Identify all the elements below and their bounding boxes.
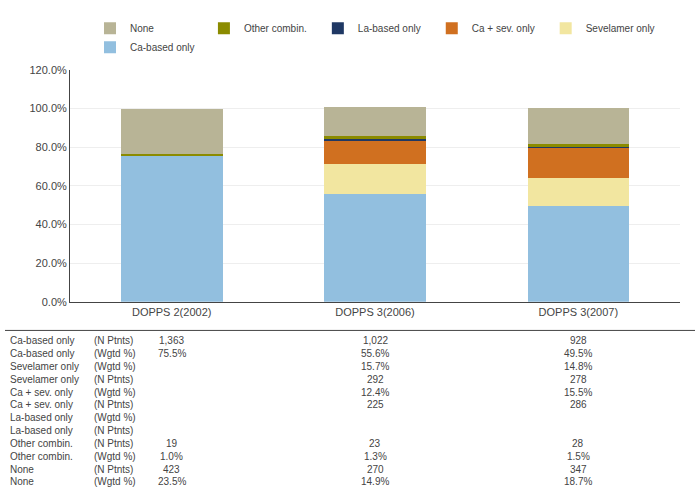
svg-text:40.0%: 40.0%	[36, 218, 67, 230]
svg-text:None: None	[10, 476, 34, 487]
svg-text:19: 19	[166, 438, 178, 449]
svg-text:None: None	[10, 464, 34, 475]
svg-text:14.9%: 14.9%	[361, 476, 389, 487]
svg-text:(Wgtd %): (Wgtd %)	[94, 476, 136, 487]
svg-text:1,363: 1,363	[159, 335, 184, 346]
svg-text:120.0%: 120.0%	[29, 64, 67, 76]
svg-text:100.0%: 100.0%	[29, 102, 67, 114]
svg-text:Ca + sev. only: Ca + sev. only	[10, 387, 73, 398]
svg-text:23: 23	[369, 438, 381, 449]
svg-text:1.3%: 1.3%	[364, 451, 387, 462]
svg-text:270: 270	[367, 464, 384, 475]
svg-text:Other combin.: Other combin.	[10, 438, 73, 449]
svg-text:928: 928	[570, 335, 587, 346]
svg-text:1,022: 1,022	[363, 335, 388, 346]
svg-text:La-based only: La-based only	[10, 412, 73, 423]
svg-text:278: 278	[570, 374, 587, 385]
svg-text:14.8%: 14.8%	[564, 361, 592, 372]
svg-text:347: 347	[570, 464, 587, 475]
svg-text:La-based only: La-based only	[358, 23, 421, 34]
svg-text:20.0%: 20.0%	[36, 257, 67, 269]
svg-text:Sevelamer only: Sevelamer only	[10, 374, 79, 385]
svg-text:28: 28	[572, 438, 584, 449]
svg-text:(N Ptnts): (N Ptnts)	[94, 425, 133, 436]
svg-text:15.7%: 15.7%	[361, 361, 389, 372]
svg-text:Sevelamer only: Sevelamer only	[586, 23, 655, 34]
svg-text:None: None	[130, 23, 154, 34]
svg-text:18.7%: 18.7%	[564, 476, 592, 487]
svg-text:DOPPS 2(2002): DOPPS 2(2002)	[132, 306, 211, 318]
svg-text:(N Ptnts): (N Ptnts)	[94, 464, 133, 475]
svg-text:75.5%: 75.5%	[158, 348, 186, 359]
svg-text:49.5%: 49.5%	[564, 348, 592, 359]
svg-text:(N Ptnts): (N Ptnts)	[94, 374, 133, 385]
svg-text:(N Ptnts): (N Ptnts)	[94, 399, 133, 410]
svg-text:Other combin.: Other combin.	[244, 23, 307, 34]
svg-text:La-based only: La-based only	[10, 425, 73, 436]
svg-text:23.5%: 23.5%	[158, 476, 186, 487]
svg-text:Other combin.: Other combin.	[10, 451, 73, 462]
svg-text:225: 225	[367, 399, 384, 410]
svg-text:423: 423	[163, 464, 180, 475]
svg-text:Ca + sev. only: Ca + sev. only	[10, 399, 73, 410]
svg-text:15.5%: 15.5%	[564, 387, 592, 398]
svg-text:(Wgtd %): (Wgtd %)	[94, 387, 136, 398]
svg-text:55.6%: 55.6%	[361, 348, 389, 359]
svg-text:80.0%: 80.0%	[36, 141, 67, 153]
svg-text:Ca-based only: Ca-based only	[10, 335, 74, 346]
svg-text:(N Ptnts): (N Ptnts)	[94, 335, 133, 346]
svg-text:12.4%: 12.4%	[361, 387, 389, 398]
svg-text:DOPPS 3(2006): DOPPS 3(2006)	[335, 306, 414, 318]
svg-text:1.5%: 1.5%	[567, 451, 590, 462]
svg-text:Ca + sev. only: Ca + sev. only	[472, 23, 535, 34]
svg-text:1.0%: 1.0%	[160, 451, 183, 462]
svg-text:(Wgtd %): (Wgtd %)	[94, 412, 136, 423]
svg-text:(N Ptnts): (N Ptnts)	[94, 438, 133, 449]
svg-text:(Wgtd %): (Wgtd %)	[94, 348, 136, 359]
svg-text:0.0%: 0.0%	[42, 296, 67, 308]
svg-text:Ca-based only: Ca-based only	[10, 348, 74, 359]
svg-text:DOPPS 3(2007): DOPPS 3(2007)	[539, 306, 618, 318]
svg-text:Sevelamer only: Sevelamer only	[10, 361, 79, 372]
svg-text:60.0%: 60.0%	[36, 180, 67, 192]
svg-text:292: 292	[367, 374, 384, 385]
svg-text:(Wgtd %): (Wgtd %)	[94, 451, 136, 462]
svg-text:Ca-based only: Ca-based only	[130, 42, 194, 53]
svg-text:(Wgtd %): (Wgtd %)	[94, 361, 136, 372]
svg-text:286: 286	[570, 399, 587, 410]
